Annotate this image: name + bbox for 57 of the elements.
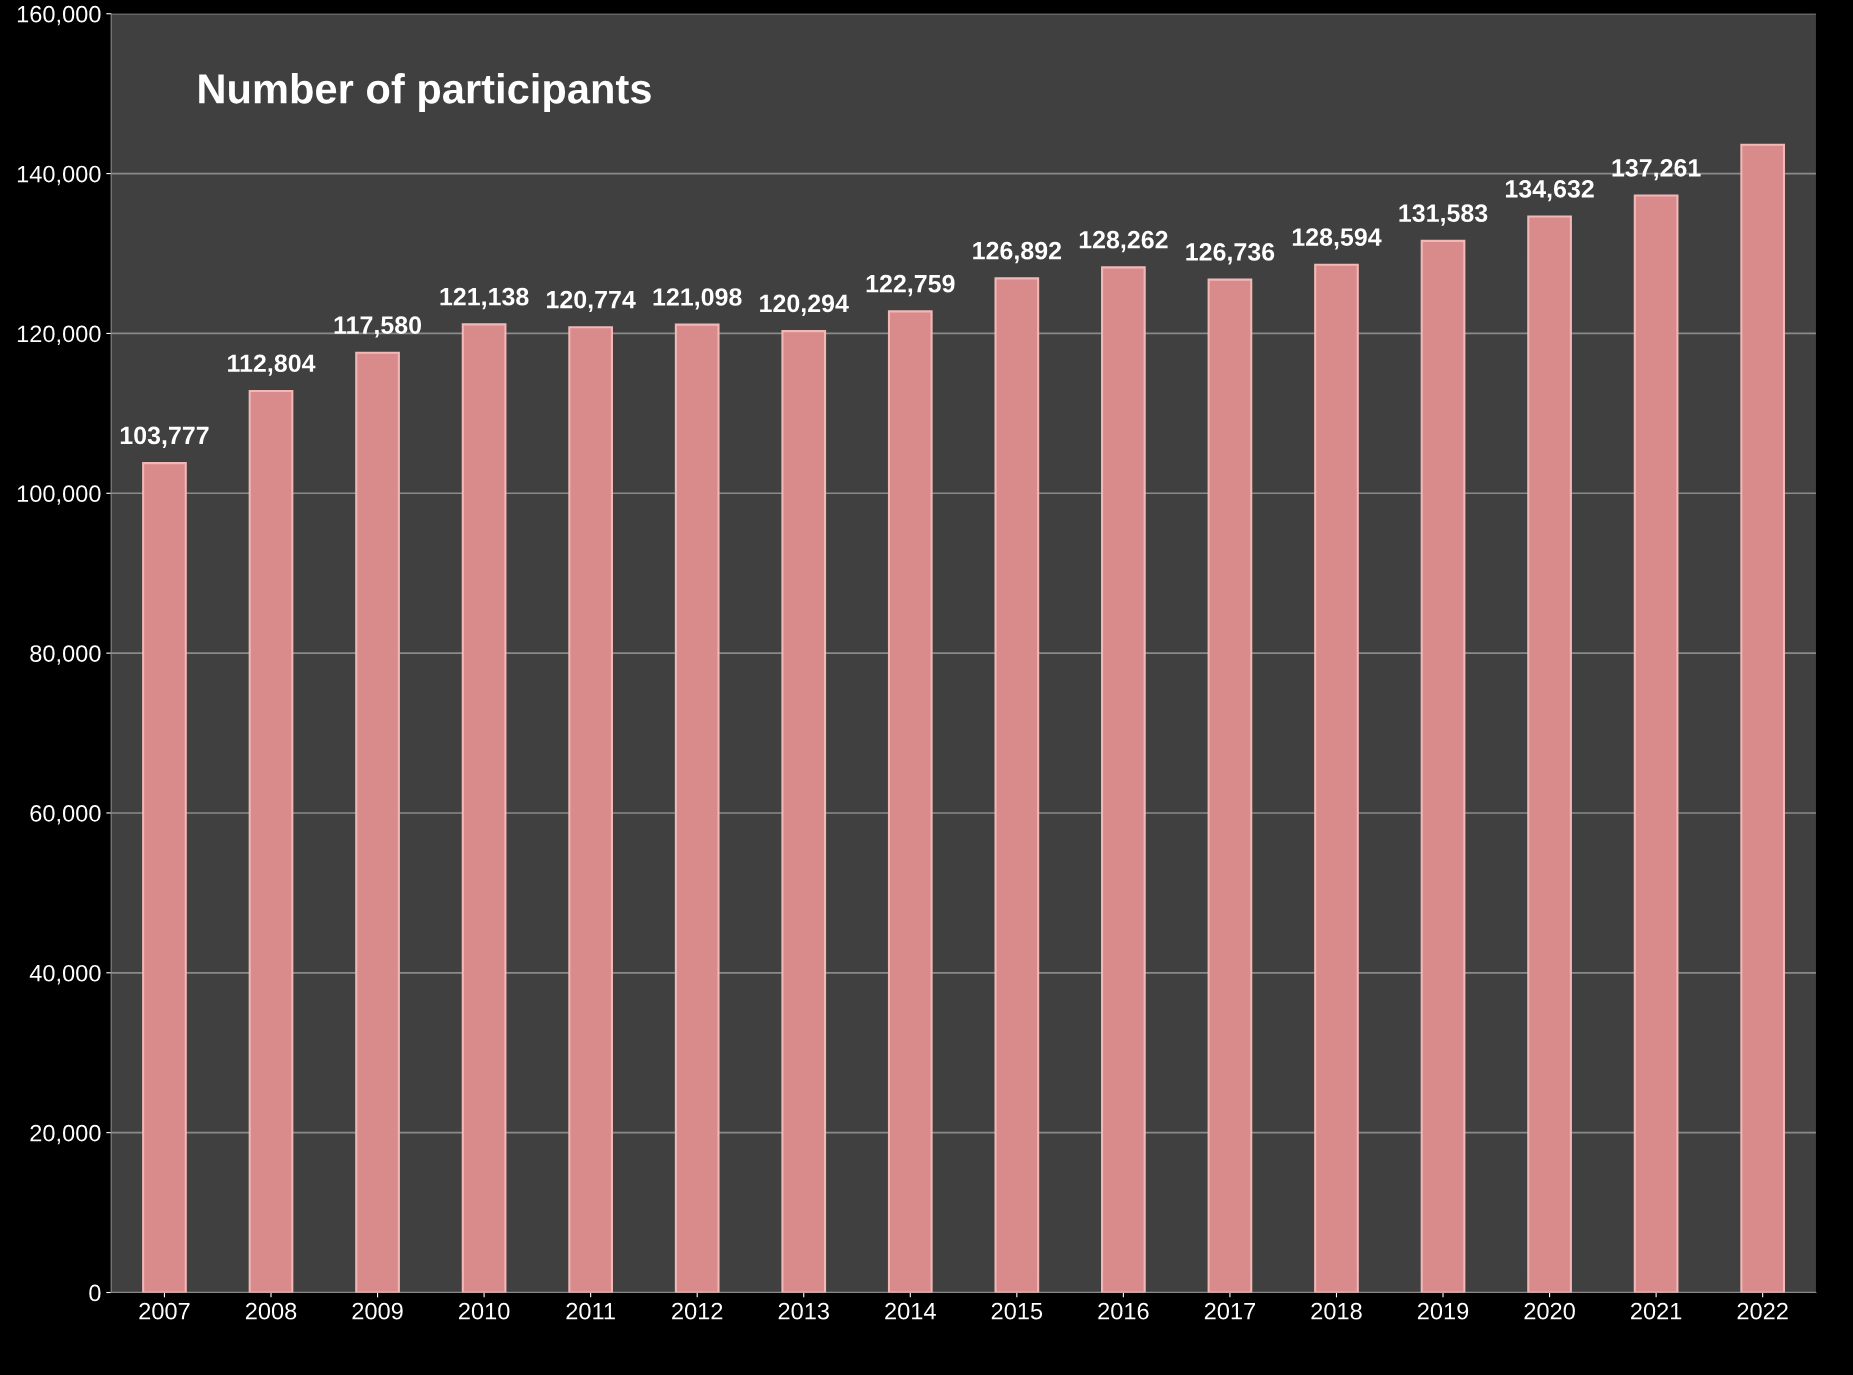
data-label: 134,632 xyxy=(1505,179,1594,202)
data-label: 128,262 xyxy=(1079,230,1168,253)
text: Number of participants xyxy=(199,73,651,112)
data-label: 137,261 xyxy=(1612,158,1701,181)
bar xyxy=(674,323,720,1293)
data-label: 112,804 xyxy=(228,354,316,376)
bar xyxy=(1740,143,1786,1293)
bar xyxy=(461,323,507,1293)
x-tick-label: 2010 xyxy=(459,1302,510,1320)
bar xyxy=(1633,194,1679,1293)
x-tick-label: 2019 xyxy=(1417,1302,1469,1320)
x-tick-label: 2022 xyxy=(1737,1302,1788,1320)
bar xyxy=(1207,278,1253,1293)
data-label: 128,594 xyxy=(1292,228,1382,250)
bar xyxy=(1101,266,1146,1293)
data-label: 122,759 xyxy=(866,274,955,297)
bar xyxy=(568,326,613,1293)
bar xyxy=(994,277,1040,1293)
data-label: 120,774 xyxy=(547,290,636,313)
x-tick-label: 2014 xyxy=(885,1302,936,1320)
y-tick-label: 60,000 xyxy=(30,805,101,825)
y-tick-label: 140,000 xyxy=(17,165,101,186)
bar xyxy=(1527,215,1572,1293)
bar xyxy=(355,351,400,1293)
x-tick-label: 2017 xyxy=(1204,1302,1256,1320)
bar xyxy=(1314,263,1359,1293)
x-tick-label: 2008 xyxy=(245,1302,297,1320)
data-label: 126,892 xyxy=(973,241,1062,264)
data-label: 121,098 xyxy=(653,288,742,310)
x-tick-label: 2012 xyxy=(672,1302,723,1320)
data-label: 131,583 xyxy=(1399,204,1488,226)
x-tick-label: 2009 xyxy=(352,1302,403,1320)
x-tick-label: 2011 xyxy=(566,1302,615,1320)
data-label: 117,580 xyxy=(334,316,422,338)
y-tick-label: 0 xyxy=(89,1284,101,1302)
y-tick-label: 80,000 xyxy=(30,645,101,665)
y-tick-label: 120,000 xyxy=(17,325,101,346)
data-label: 120,294 xyxy=(760,294,849,316)
y-tick-label: 40,000 xyxy=(29,964,101,985)
y-tick-label: 20,000 xyxy=(30,1124,101,1145)
y-tick-label: 100,000 xyxy=(17,485,101,505)
data-label: 121,138 xyxy=(440,287,529,310)
x-tick-label: 2018 xyxy=(1311,1302,1362,1320)
x-tick-label: 2013 xyxy=(778,1302,829,1320)
x-tick-label: 2007 xyxy=(139,1302,190,1320)
x-tick-label: 2016 xyxy=(1098,1302,1149,1320)
bar xyxy=(887,310,933,1293)
bar xyxy=(142,462,187,1293)
y-tick-label: 160,000 xyxy=(17,5,101,26)
x-tick-label: 2020 xyxy=(1524,1302,1575,1320)
x-tick-label: 2021 xyxy=(1631,1302,1682,1320)
x-tick-label: 2015 xyxy=(991,1302,1043,1320)
data-label: 126,736 xyxy=(1186,243,1275,265)
bar xyxy=(248,389,294,1293)
data-label: 103,777 xyxy=(120,426,209,448)
bar xyxy=(781,330,827,1293)
bar xyxy=(1420,239,1466,1293)
